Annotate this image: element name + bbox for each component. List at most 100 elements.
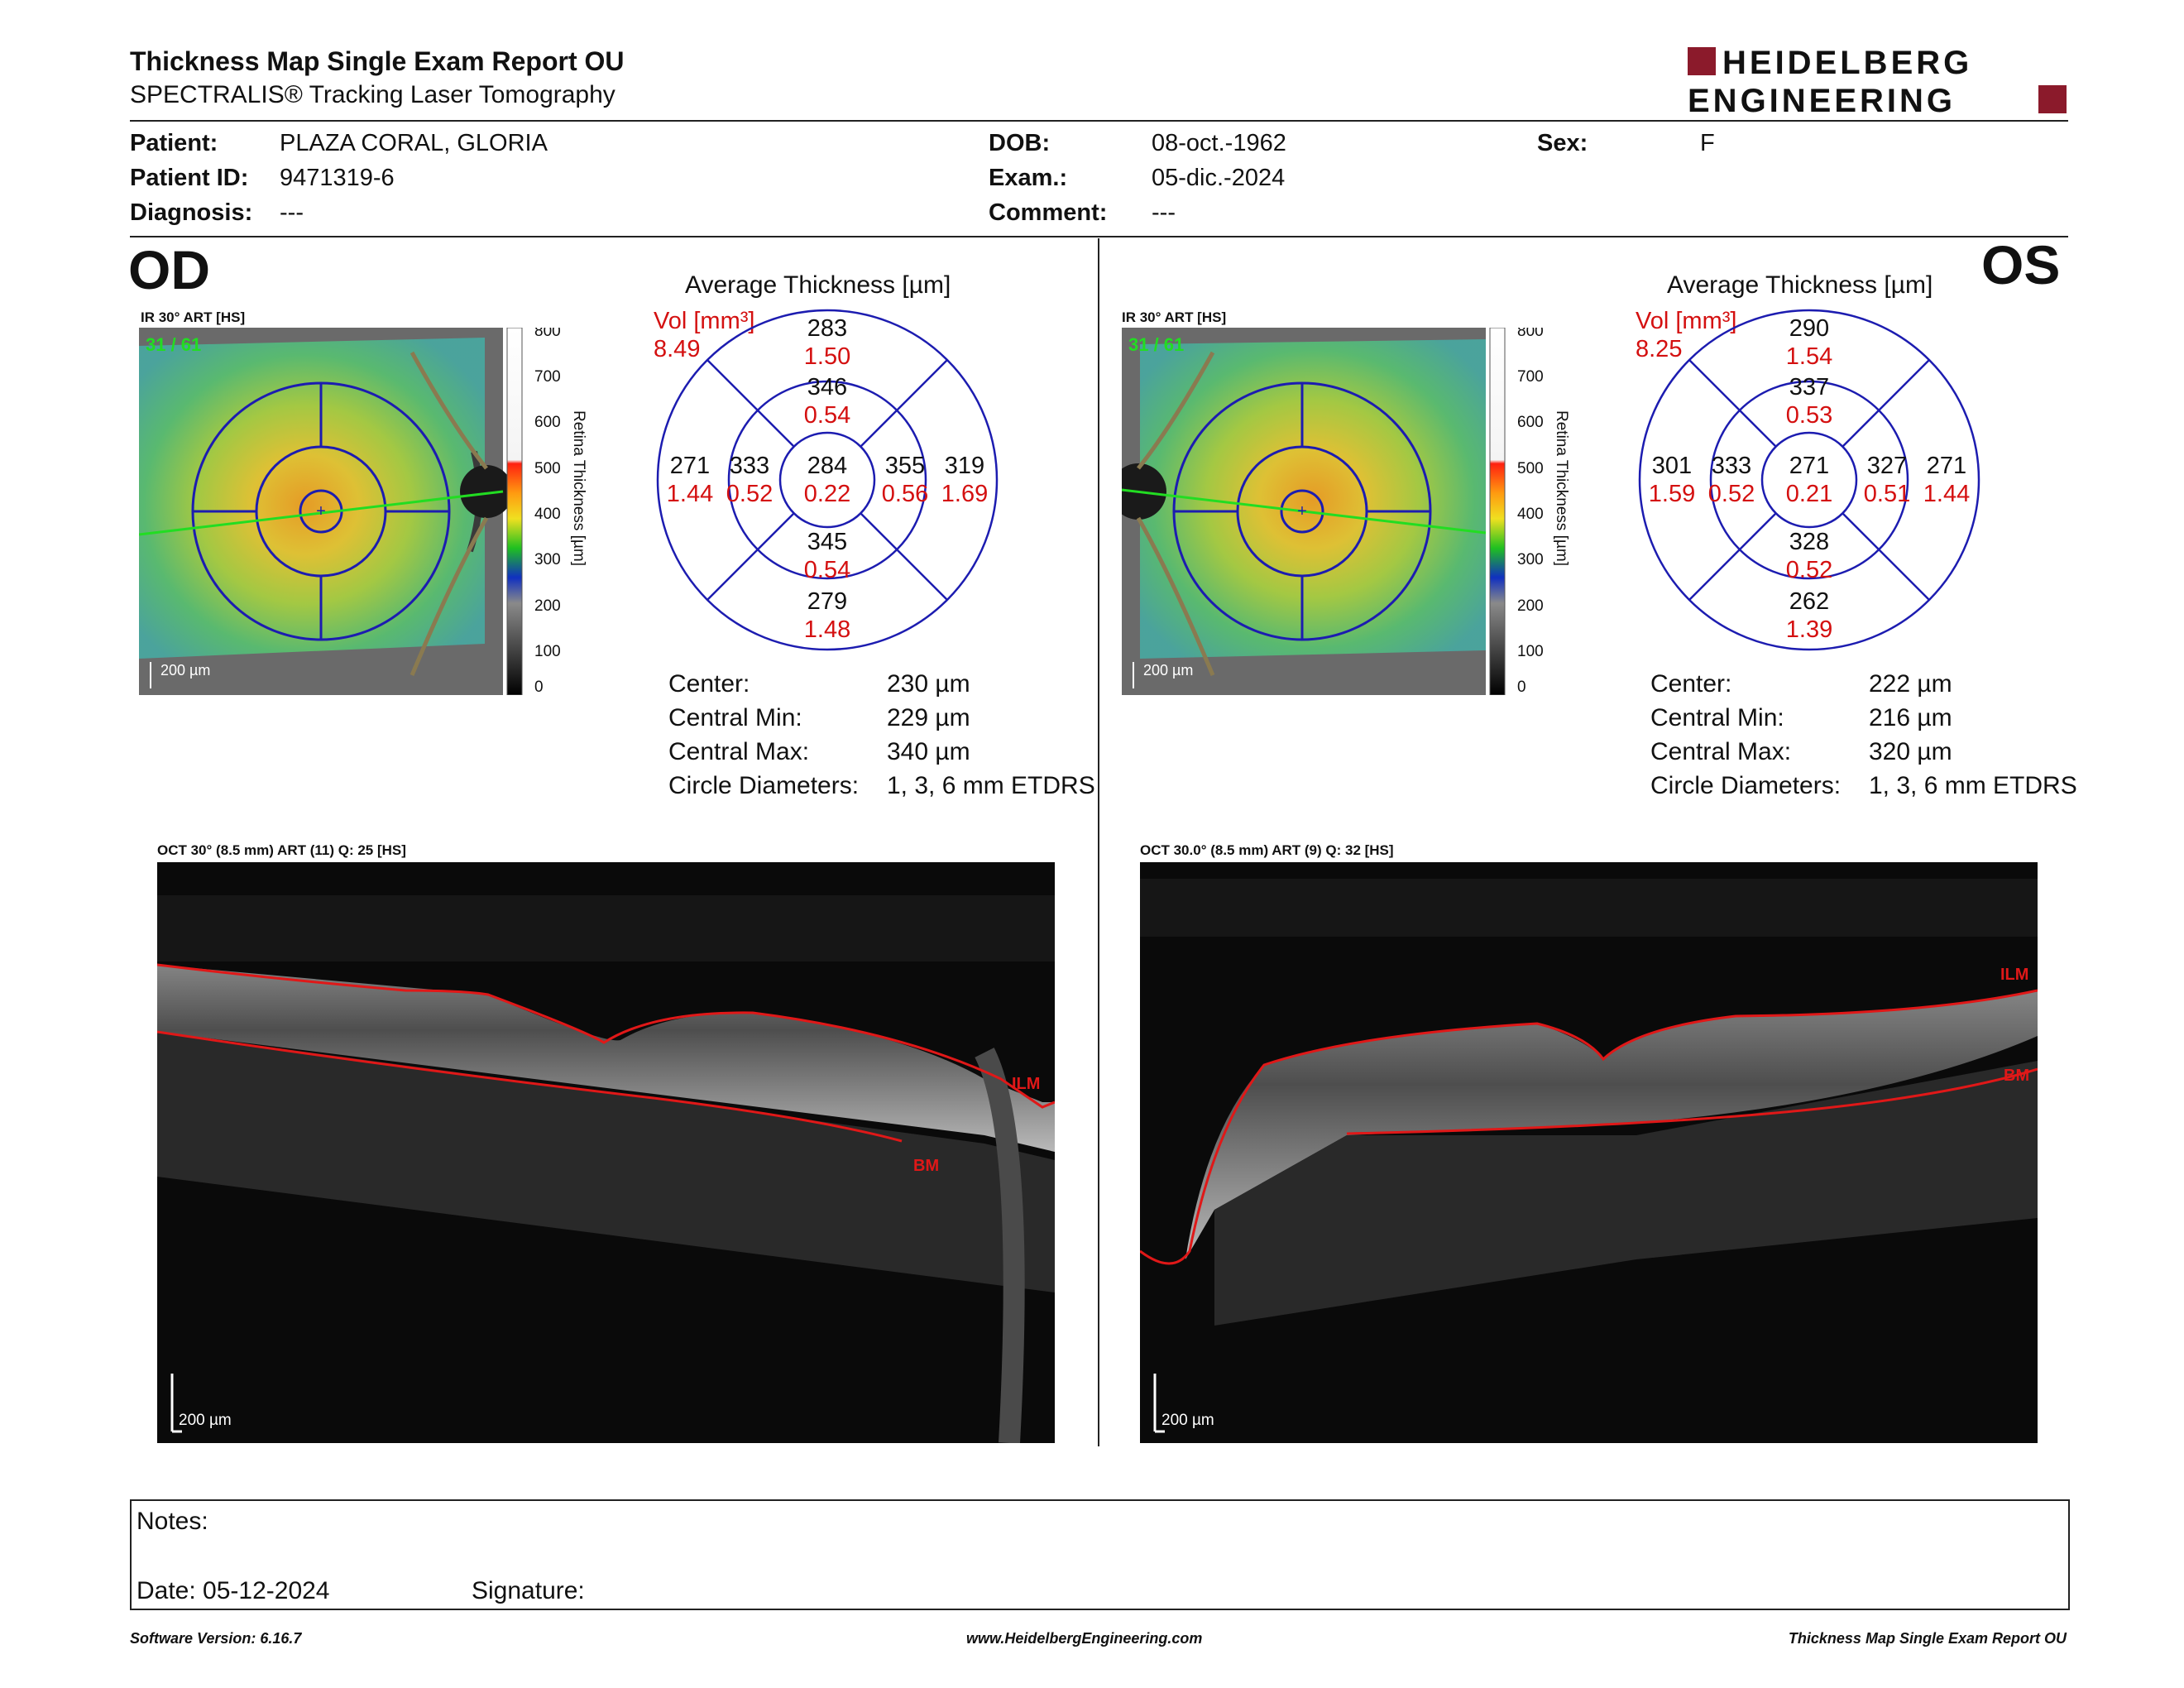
od-inner-left-thickness: 333 <box>730 453 769 479</box>
svg-text:800: 800 <box>534 328 561 340</box>
od-eye-label: OD <box>128 239 210 300</box>
os-oct-caption: OCT 30.0° (8.5 mm) ART (9) Q: 32 [HS] <box>1140 842 1394 858</box>
os-outer-left-volume: 1.59 <box>1649 481 1695 507</box>
od-heat-overlay <box>139 338 485 659</box>
od-inner-right-volume: 0.56 <box>882 481 928 507</box>
os-inner-superior-thickness: 337 <box>1789 374 1829 400</box>
od-outer-left-volume: 1.44 <box>667 481 713 507</box>
header-rule <box>130 120 2068 122</box>
patient-name: PLAZA CORAL, GLORIA <box>280 130 548 156</box>
od-outer-inferior-volume: 1.48 <box>804 616 850 643</box>
os-retina-band <box>1185 990 2038 1259</box>
os-colorbar-ticks: 800 700 600 500 400 300 200 100 0 <box>1517 328 1544 695</box>
od-outer-inferior-thickness: 279 <box>807 588 847 615</box>
os-scan-line <box>1122 488 1487 535</box>
od-vol-label: Vol [mm³] <box>654 308 755 334</box>
svg-text:100: 100 <box>534 643 561 660</box>
os-bm-line <box>1346 1067 2038 1135</box>
os-inner-left-volume: 0.52 <box>1708 481 1755 507</box>
os-outer-inferior-volume: 1.39 <box>1786 616 1832 643</box>
software-version: Software Version: 6.16.7 <box>130 1630 302 1647</box>
svg-text:300: 300 <box>534 551 561 568</box>
company-website: www.HeidelbergEngineering.com <box>966 1630 1203 1647</box>
os-bm-label: BM <box>2004 1067 2029 1085</box>
os-central-min-value: 216 µm <box>1869 704 1952 731</box>
od-ir-scale: 200 µm <box>160 662 210 679</box>
os-central-min-label: Central Min: <box>1650 704 1784 731</box>
dob-label: DOB: <box>989 130 1051 156</box>
os-thickness-map: + 31 / 61 200 µm 800 700 600 500 400 300… <box>1122 328 1570 695</box>
footer-report-name: Thickness Map Single Exam Report OU <box>1788 1630 2067 1647</box>
svg-text:200: 200 <box>534 597 561 615</box>
os-central-max-label: Central Max: <box>1650 738 1792 765</box>
os-inner-left-thickness: 333 <box>1712 453 1751 479</box>
od-circle-diam-value: 1, 3, 6 mm ETDRS <box>887 772 1095 799</box>
svg-text:500: 500 <box>534 460 561 477</box>
svg-text:+: + <box>316 502 326 520</box>
svg-text:800: 800 <box>1517 328 1544 340</box>
os-outer-superior-thickness: 290 <box>1789 315 1829 342</box>
os-colorbar <box>1489 328 1506 695</box>
od-outer-superior-thickness: 283 <box>807 315 847 342</box>
os-central-max-value: 320 µm <box>1869 738 1952 765</box>
od-oct-caption: OCT 30° (8.5 mm) ART (11) Q: 25 [HS] <box>157 842 406 858</box>
od-inner-superior-volume: 0.54 <box>804 402 850 429</box>
report-subtitle: SPECTRALIS® Tracking Laser Tomography <box>130 81 615 108</box>
od-scan-line <box>139 490 504 536</box>
os-inner-right-volume: 0.51 <box>1864 481 1910 507</box>
os-outer-left-thickness: 301 <box>1652 453 1692 479</box>
exam-label: Exam.: <box>989 165 1068 191</box>
notes-date: Date: 05-12-2024 <box>136 1577 330 1604</box>
patient-id-label: Patient ID: <box>130 165 249 191</box>
od-ir-caption: IR 30° ART [HS] <box>141 309 246 325</box>
od-bm-label: BM <box>913 1157 939 1175</box>
os-center-label: Center: <box>1650 670 1732 698</box>
od-inner-right-thickness: 355 <box>885 453 925 479</box>
od-center-label: Center: <box>668 670 750 698</box>
notes-label: Notes: <box>136 1508 208 1535</box>
os-vol-value: 8.25 <box>1636 336 1683 362</box>
od-central-min-label: Central Min: <box>668 704 802 731</box>
os-etdrs-chart: 290 1.54 337 0.53 301 1.59 333 0.52 271 … <box>1638 309 1980 651</box>
exam-value: 05-dic.-2024 <box>1152 165 1286 191</box>
od-avg-title: Average Thickness [µm] <box>685 271 951 299</box>
dob-value: 08-oct.-1962 <box>1152 130 1286 156</box>
notes-box: Notes: Date: 05-12-2024 Signature: <box>130 1499 2070 1610</box>
comment-label: Comment: <box>989 199 1108 226</box>
diagnosis-value: --- <box>280 199 304 226</box>
od-oct-bscan: ILM BM 200 µm <box>157 862 1055 1443</box>
od-etdrs-chart: 283 1.50 346 0.54 271 1.44 333 0.52 284 … <box>656 309 999 651</box>
od-frame-counter: 31 / 61 <box>146 334 201 355</box>
eye-divider <box>1098 238 1099 1446</box>
os-ir-caption: IR 30° ART [HS] <box>1122 309 1227 325</box>
os-center-volume: 0.21 <box>1786 481 1832 507</box>
os-etdrs-grid-overlay <box>1172 381 1432 641</box>
od-etdrs-grid-overlay <box>191 381 451 641</box>
svg-text:ENGINEERING: ENGINEERING <box>1688 83 1956 117</box>
os-vol-label: Vol [mm³] <box>1636 308 1737 334</box>
os-inner-inferior-thickness: 328 <box>1789 529 1829 555</box>
sex-label: Sex: <box>1537 130 1588 156</box>
patient-id: 9471319-6 <box>280 165 395 191</box>
os-circle-diam-label: Circle Diameters: <box>1650 772 1842 799</box>
od-vol-value: 8.49 <box>654 336 701 362</box>
os-center-value: 222 µm <box>1869 670 1952 698</box>
os-inner-right-thickness: 327 <box>1867 453 1907 479</box>
os-heat-overlay <box>1140 339 1486 659</box>
diagnosis-label: Diagnosis: <box>130 199 253 226</box>
svg-text:300: 300 <box>1517 551 1544 568</box>
od-center-value: 230 µm <box>887 670 970 698</box>
os-center-thickness: 271 <box>1789 453 1829 479</box>
os-eye-label: OS <box>1981 234 2061 295</box>
od-inner-inferior-volume: 0.54 <box>804 557 850 583</box>
od-oct-scale-label: 200 µm <box>179 1412 232 1429</box>
svg-text:700: 700 <box>1517 368 1544 386</box>
svg-text:400: 400 <box>534 506 561 523</box>
od-central-min-value: 229 µm <box>887 704 970 731</box>
comment-value: --- <box>1152 199 1176 226</box>
os-oct-bscan: ILM BM 200 µm <box>1140 862 2038 1443</box>
os-avg-title: Average Thickness [µm] <box>1667 271 1933 299</box>
os-inner-inferior-volume: 0.52 <box>1786 557 1832 583</box>
svg-text:500: 500 <box>1517 460 1544 477</box>
svg-text:0: 0 <box>1517 679 1526 695</box>
